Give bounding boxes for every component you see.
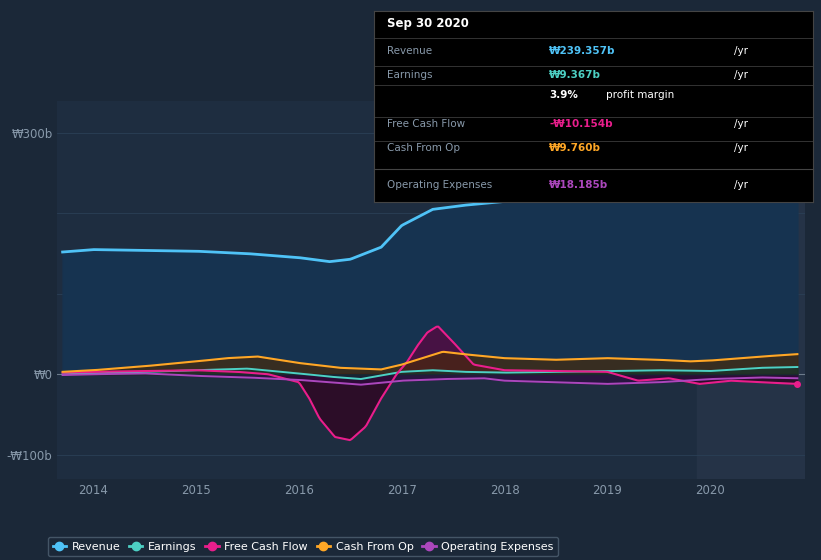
- Text: /yr: /yr: [734, 180, 748, 190]
- Text: Revenue: Revenue: [387, 46, 432, 56]
- Text: ₩9.760b: ₩9.760b: [549, 143, 601, 153]
- Bar: [697, 101, 805, 479]
- Text: Free Cash Flow: Free Cash Flow: [387, 119, 465, 129]
- Text: ₩18.185b: ₩18.185b: [549, 180, 608, 190]
- Text: Sep 30 2020: Sep 30 2020: [387, 17, 469, 30]
- Text: Cash From Op: Cash From Op: [387, 143, 460, 153]
- Text: /yr: /yr: [734, 46, 748, 56]
- Text: profit margin: profit margin: [607, 90, 675, 100]
- Text: /yr: /yr: [734, 119, 748, 129]
- Text: Earnings: Earnings: [387, 70, 432, 80]
- Text: -₩10.154b: -₩10.154b: [549, 119, 612, 129]
- Text: Operating Expenses: Operating Expenses: [387, 180, 492, 190]
- Text: 3.9%: 3.9%: [549, 90, 578, 100]
- Text: /yr: /yr: [734, 70, 748, 80]
- Text: ₩239.357b: ₩239.357b: [549, 46, 616, 56]
- Text: ₩9.367b: ₩9.367b: [549, 70, 601, 80]
- Legend: Revenue, Earnings, Free Cash Flow, Cash From Op, Operating Expenses: Revenue, Earnings, Free Cash Flow, Cash …: [48, 536, 558, 557]
- Text: /yr: /yr: [734, 143, 748, 153]
